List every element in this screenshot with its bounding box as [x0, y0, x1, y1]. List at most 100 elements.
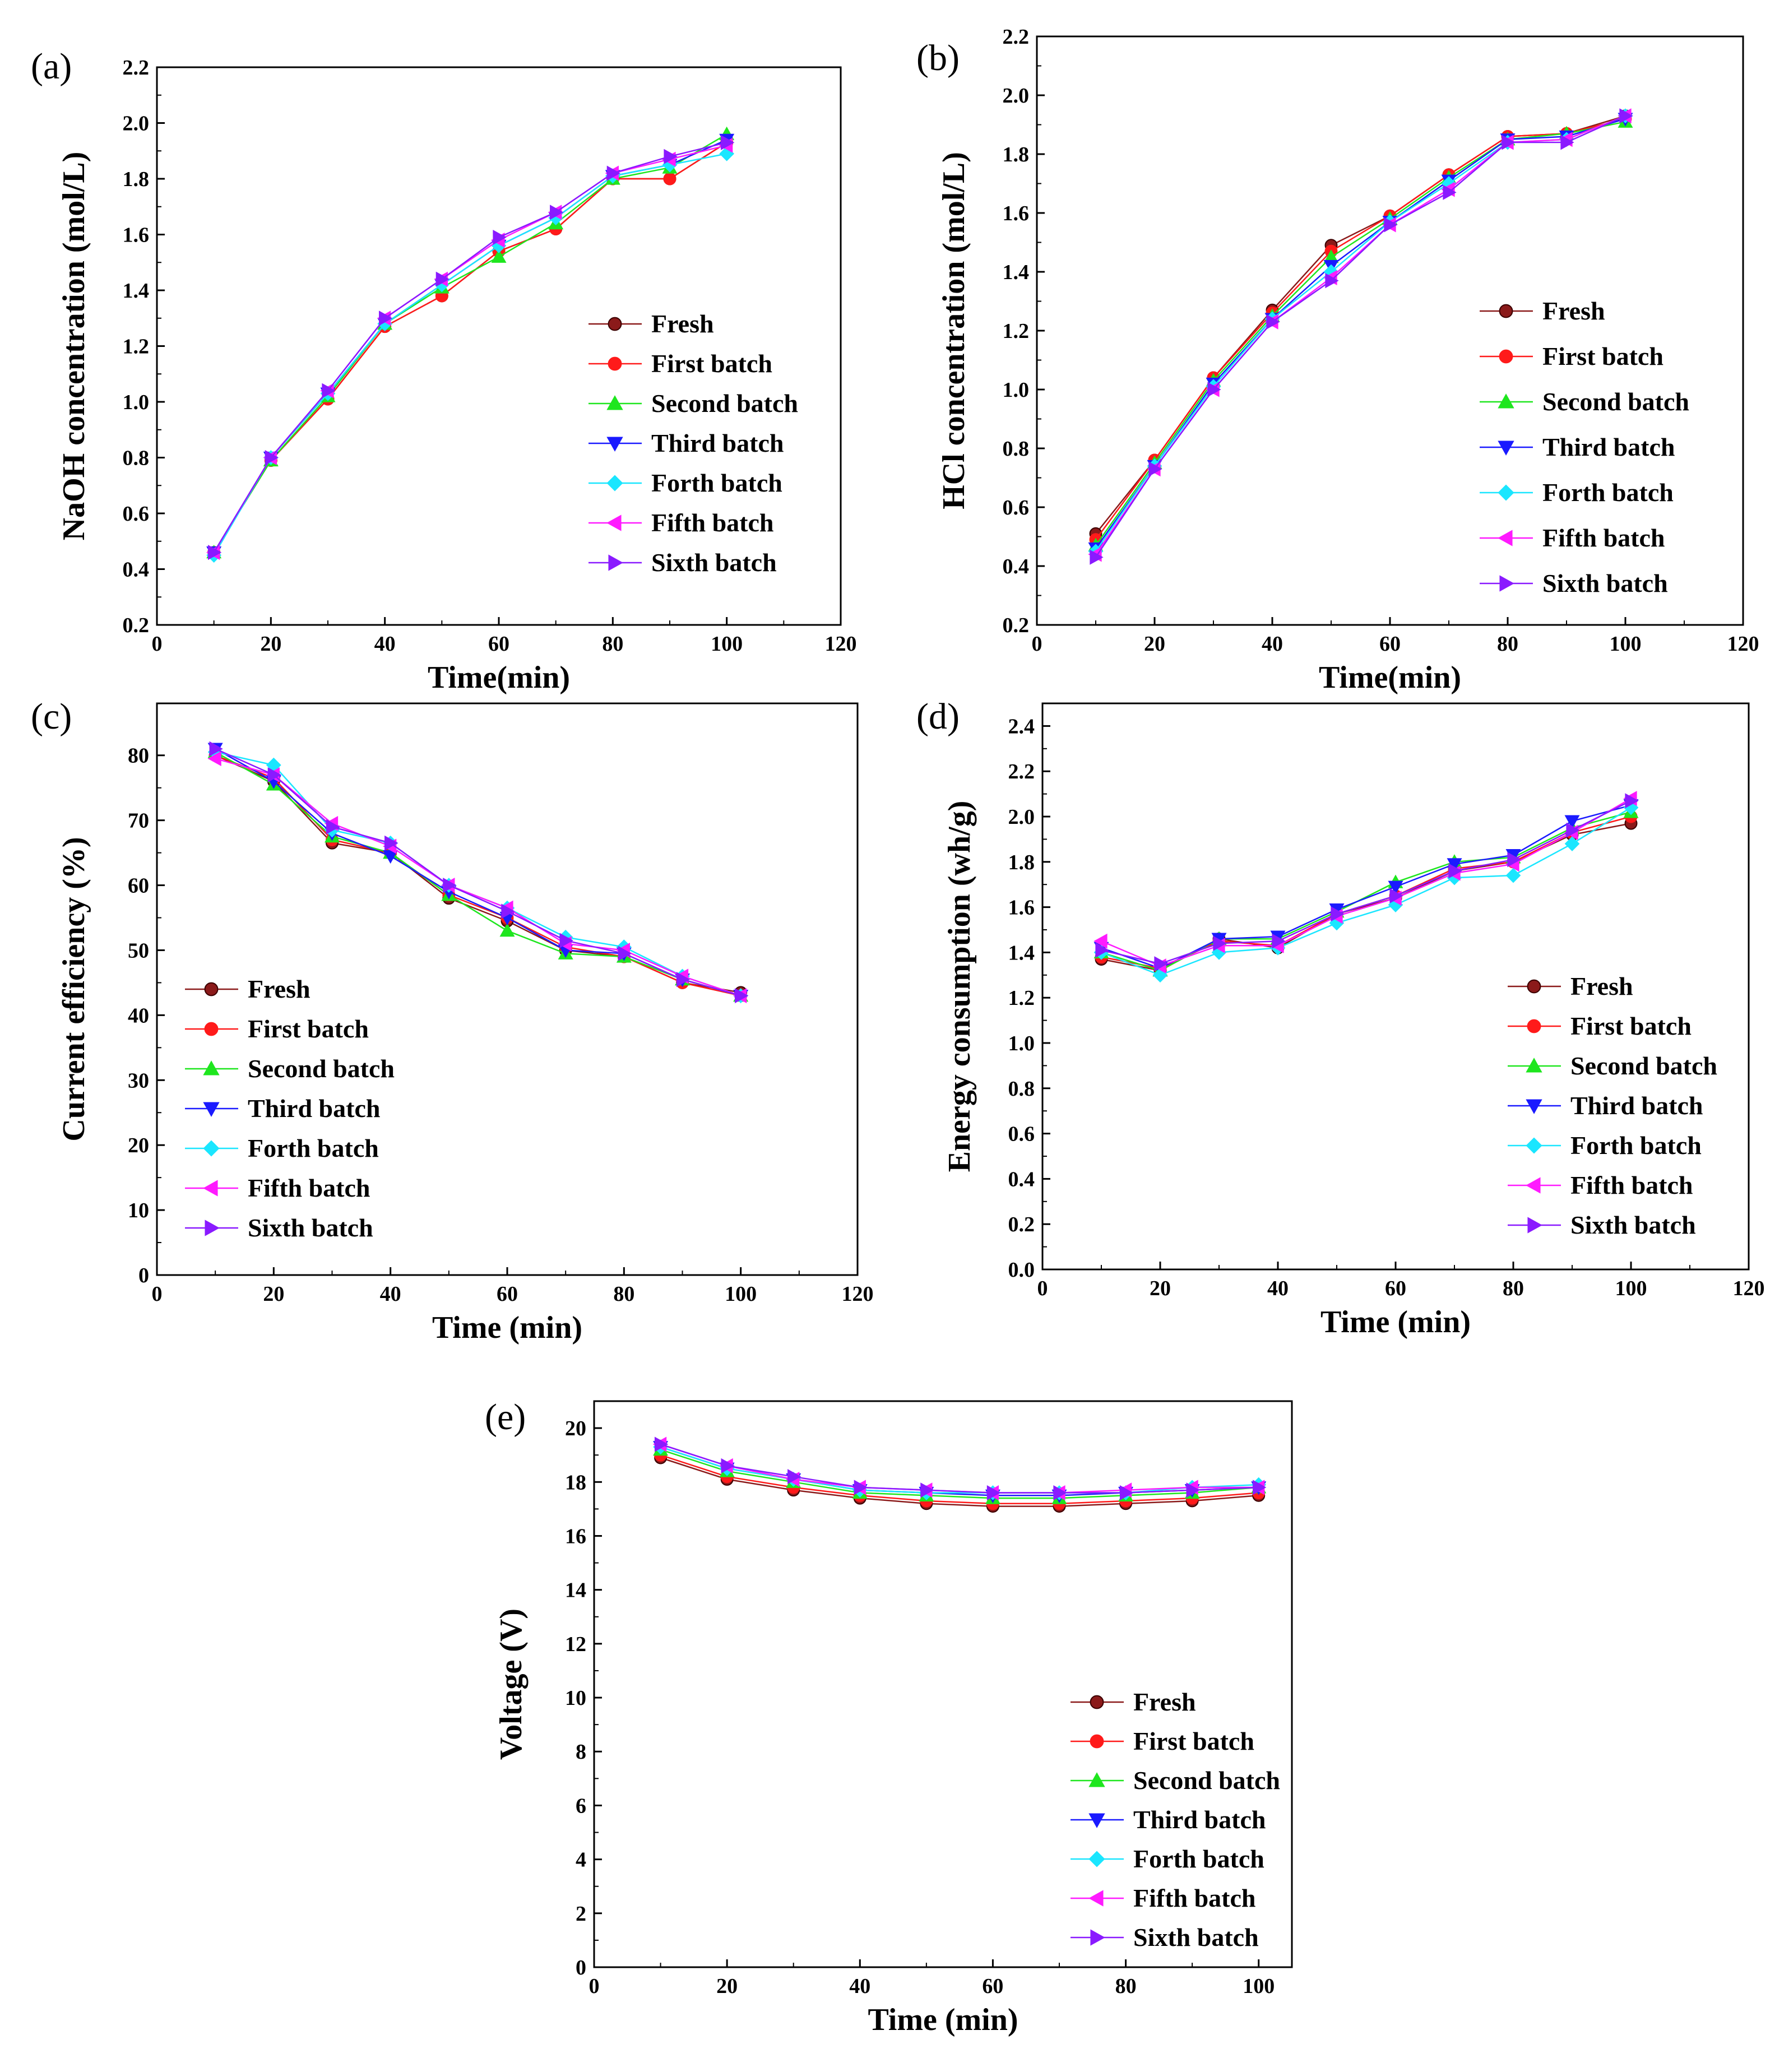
y-tick-label: 2.0 [123, 112, 150, 136]
legend-label: Second batch [248, 1054, 395, 1083]
data-point [1207, 382, 1221, 397]
x-tick-label: 0 [1032, 632, 1042, 656]
x-tick-label: 60 [1385, 1277, 1406, 1300]
series-line [1101, 806, 1632, 976]
y-tick-label: 2.2 [1008, 760, 1035, 784]
x-tick-label: 0 [589, 1974, 600, 1998]
data-point [1090, 549, 1104, 565]
series-line [213, 142, 727, 553]
legend-marker [203, 1102, 220, 1117]
x-tick-label: 20 [260, 632, 281, 656]
legend-marker [1526, 1099, 1542, 1114]
y-tick-label: 1.6 [1003, 202, 1030, 225]
legend-label: First batch [1133, 1727, 1254, 1755]
panel-c: (c) 0 20 40 60 80 100 120 0 10 20 30 40 50 60 70 80 Time … [31, 696, 874, 1345]
y-tick-label: 1.6 [123, 224, 150, 247]
data-point [1186, 1482, 1200, 1498]
y-tick-label: 70 [128, 809, 149, 833]
y-tick-label: 2.0 [1003, 84, 1030, 108]
series-line [660, 1449, 1259, 1499]
legend-label: Second batch [1570, 1051, 1717, 1080]
y-tick-label: 0.2 [123, 614, 150, 637]
legend-label: Second batch [1133, 1766, 1280, 1795]
legend-label: First batch [651, 349, 772, 378]
legend-e: Fresh First batch Second batch Third batch F… [1071, 1688, 1280, 1952]
legend-marker [1090, 1695, 1104, 1709]
legend-b: Fresh First batch Second batch Third batch F… [1480, 296, 1689, 597]
x-tick-label: 60 [488, 632, 509, 656]
y-tick-label: 0.4 [1008, 1167, 1035, 1191]
series-c-1 [208, 749, 748, 1003]
y-tick-label: 0.8 [1003, 437, 1030, 461]
data-point [1266, 314, 1280, 330]
data-point [501, 903, 515, 919]
series-line [213, 152, 727, 556]
data-point [1566, 822, 1580, 838]
series-line [215, 748, 742, 996]
data-point [1253, 1480, 1267, 1495]
legend-marker [1526, 1058, 1542, 1073]
x-tick-label: 20 [263, 1282, 284, 1306]
data-point [721, 135, 735, 150]
panel-a: (a) 0 20 40 60 80 100 120 0.2 0.4 0.6 0.8 1.0 1.2 1.4 1… [31, 46, 857, 695]
y-tick-label: 1.4 [123, 279, 150, 303]
legend-label: First batch [1570, 1012, 1692, 1040]
y-tick-label: 1.4 [1003, 261, 1030, 284]
y-tick-label: 1.8 [1008, 851, 1035, 874]
legend-marker [203, 1140, 220, 1157]
x-tick-label: 40 [374, 632, 396, 656]
legend-label: Fresh [651, 309, 714, 338]
series-d-6 [1095, 793, 1639, 972]
legend-c: Fresh First batch Second batch Third batch F… [185, 975, 395, 1242]
series-c-4 [207, 744, 749, 1003]
legend-marker [1088, 1851, 1105, 1867]
series-line [213, 142, 727, 553]
series-line [215, 748, 742, 996]
legend-marker [606, 514, 622, 531]
series-line [660, 1443, 1259, 1494]
legend-d: Fresh First batch Second batch Third batch F… [1508, 972, 1717, 1239]
legend-label: Fresh [1570, 972, 1633, 1000]
series-d-5 [1093, 791, 1637, 974]
legend-marker [1499, 575, 1514, 592]
legend-label: Forth batch [1542, 478, 1674, 507]
x-tick-label: 40 [380, 1282, 401, 1306]
data-point [435, 271, 450, 287]
data-point [1331, 906, 1345, 922]
y-tick-label: 40 [128, 1004, 149, 1027]
series-line [1101, 800, 1632, 965]
x-tick-label: 40 [1262, 632, 1283, 656]
y-tick-label: 10 [128, 1199, 149, 1222]
panel-d: (d) 0 20 40 60 80 100 120 0.0 0.2 0.4 0.6 0.8 1.0 1.2 1… [916, 696, 1765, 1339]
data-point [1502, 135, 1516, 150]
data-point [209, 741, 223, 757]
data-point [1388, 880, 1403, 894]
data-point [1384, 217, 1398, 233]
x-tick-label: 100 [1615, 1277, 1647, 1300]
data-point [384, 835, 398, 851]
series-e-0 [654, 1451, 1266, 1513]
y-tick-label: 1.8 [1003, 143, 1030, 166]
legend-label: Fresh [1133, 1688, 1196, 1716]
legend-label: Third batch [1133, 1805, 1266, 1834]
y-axis-label-c: Current efficiency (%) [57, 837, 91, 1141]
x-tick-label: 100 [1243, 1974, 1275, 1998]
data-point [1272, 933, 1286, 949]
panel-label-a: (a) [31, 46, 72, 87]
legend-marker [1498, 393, 1514, 409]
x-tick-label: 80 [602, 632, 623, 656]
series-line [215, 751, 742, 996]
data-point [1093, 933, 1108, 949]
series-line [660, 1446, 1259, 1494]
data-point [326, 819, 340, 835]
panel-label-d: (d) [916, 696, 960, 737]
legend-label: Third batch [1570, 1091, 1703, 1120]
y-tick-label: 2.2 [1003, 25, 1030, 49]
legend-label: Second batch [651, 389, 798, 418]
y-tick-label: 0.2 [1008, 1213, 1035, 1236]
y-tick-label: 0.6 [1008, 1123, 1035, 1146]
x-axis-label-d: Time (min) [1320, 1305, 1471, 1339]
legend-marker [204, 982, 219, 996]
data-point [1389, 888, 1403, 903]
legend-label: Sixth batch [1570, 1211, 1696, 1239]
